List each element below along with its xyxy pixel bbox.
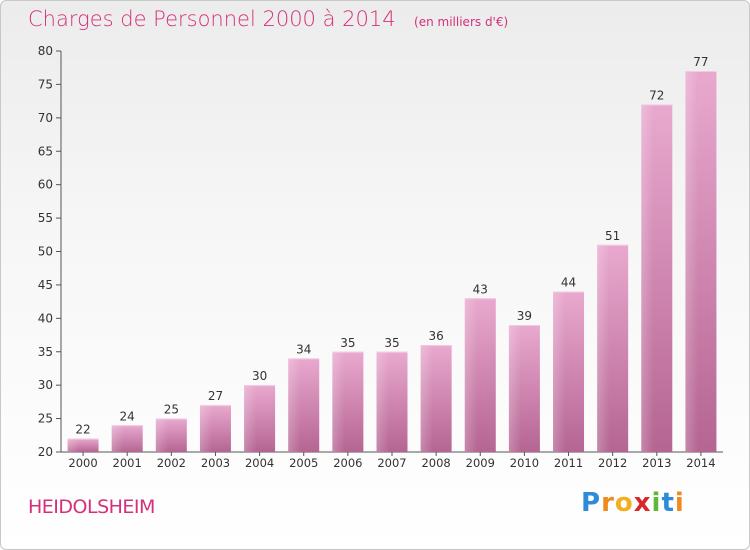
proxiti-logo: Proxiti bbox=[581, 488, 685, 518]
logo-letter: P bbox=[581, 488, 602, 518]
logo-letter: o bbox=[614, 488, 634, 518]
title-block: Charges de Personnel 2000 à 2014 (en mil… bbox=[28, 7, 508, 31]
bar-highlight bbox=[508, 325, 540, 452]
x-tick-label: 2004 bbox=[245, 456, 274, 470]
logo-letter: i bbox=[674, 488, 685, 518]
y-tick-label: 50 bbox=[38, 245, 53, 259]
data-label: 44 bbox=[561, 276, 576, 290]
x-tick-label: 2006 bbox=[333, 456, 362, 470]
logo-letter: r bbox=[601, 488, 615, 518]
data-label: 72 bbox=[649, 88, 664, 102]
data-label: 34 bbox=[296, 342, 311, 356]
data-label: 77 bbox=[693, 55, 708, 69]
data-label: 35 bbox=[384, 336, 399, 350]
y-tick-label: 45 bbox=[38, 278, 53, 292]
bar-highlight bbox=[641, 104, 673, 452]
y-tick-label: 75 bbox=[38, 77, 53, 91]
x-tick-label: 2010 bbox=[510, 456, 539, 470]
y-tick-label: 80 bbox=[38, 44, 53, 58]
x-tick-label: 2011 bbox=[554, 456, 583, 470]
data-label: 25 bbox=[164, 403, 179, 417]
x-tick-label: 2000 bbox=[68, 456, 97, 470]
logo-letter: t bbox=[661, 488, 675, 518]
data-label: 24 bbox=[120, 409, 135, 423]
x-tick-label: 2003 bbox=[201, 456, 230, 470]
y-tick-label: 40 bbox=[38, 311, 53, 325]
x-tick-label: 2014 bbox=[686, 456, 715, 470]
data-label: 27 bbox=[208, 389, 223, 403]
bar-highlight bbox=[244, 385, 276, 452]
x-tick-label: 2013 bbox=[642, 456, 671, 470]
bar-highlight bbox=[288, 358, 320, 452]
bar-highlight bbox=[155, 418, 187, 452]
x-tick-label: 2012 bbox=[598, 456, 627, 470]
logo-letter: i bbox=[651, 488, 662, 518]
bar-highlight bbox=[685, 71, 717, 453]
y-tick-label: 55 bbox=[38, 211, 53, 225]
y-tick-label: 20 bbox=[38, 445, 53, 459]
data-label: 35 bbox=[340, 336, 355, 350]
data-label: 51 bbox=[605, 229, 620, 243]
chart-subtitle: (en milliers d'€) bbox=[414, 15, 509, 29]
town-name: HEIDOLSHEIM bbox=[28, 496, 155, 518]
bar-highlight bbox=[464, 298, 496, 452]
x-tick-label: 2008 bbox=[421, 456, 450, 470]
bar-highlight bbox=[597, 244, 629, 452]
axes: 20 25 30 35 40 45 50 55 60 65 70 75 80 2000 2001 2002 20… bbox=[38, 44, 723, 470]
y-tick-label: 60 bbox=[38, 178, 53, 192]
x-tick-label: 2002 bbox=[157, 456, 186, 470]
logo-letter: x bbox=[633, 488, 652, 518]
bar-highlight bbox=[111, 425, 143, 452]
y-tick-label: 65 bbox=[38, 144, 53, 158]
bar-highlight bbox=[332, 351, 364, 452]
bar-highlight bbox=[199, 405, 231, 452]
bars: 22 24 25 27 30 34 35 35 36 43 39 44 51 72 77 bbox=[67, 55, 717, 453]
y-tick-label: 70 bbox=[38, 111, 53, 125]
x-tick-label: 2005 bbox=[289, 456, 318, 470]
x-tick-label: 2001 bbox=[113, 456, 142, 470]
y-tick-label: 30 bbox=[38, 378, 53, 392]
y-tick-label: 25 bbox=[38, 412, 53, 426]
y-tick-label: 35 bbox=[38, 345, 53, 359]
chart-title: Charges de Personnel 2000 à 2014 bbox=[28, 7, 396, 31]
data-label: 36 bbox=[428, 329, 443, 343]
data-label: 39 bbox=[517, 309, 532, 323]
bar-highlight bbox=[67, 438, 99, 452]
data-label: 22 bbox=[75, 423, 90, 437]
data-label: 30 bbox=[252, 369, 267, 383]
bar-highlight bbox=[420, 345, 452, 452]
x-tick-label: 2007 bbox=[377, 456, 406, 470]
x-tick-label: 2009 bbox=[466, 456, 495, 470]
bar-highlight bbox=[376, 351, 408, 452]
bar-highlight bbox=[553, 291, 585, 452]
data-label: 43 bbox=[473, 282, 488, 296]
